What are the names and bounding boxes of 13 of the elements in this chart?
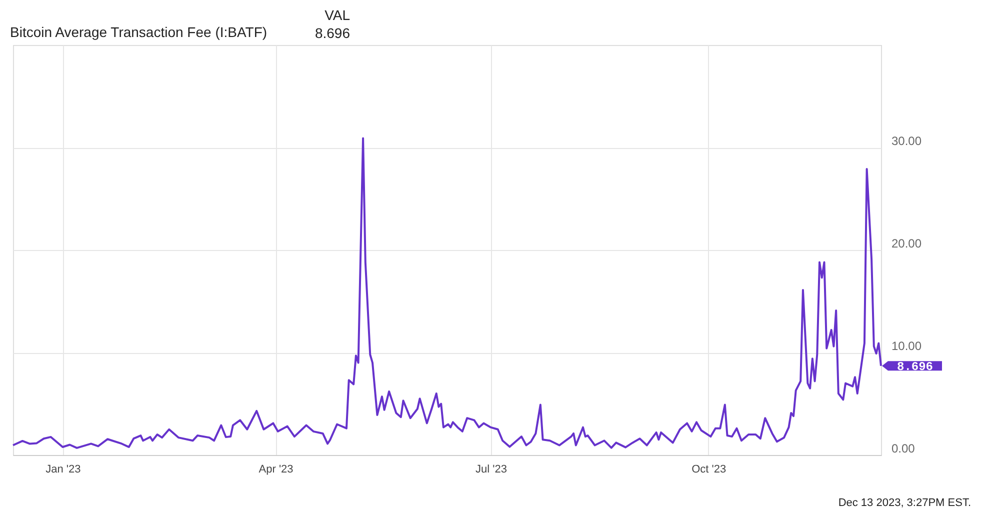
annotation: 8.696: [896, 360, 934, 374]
x-tick-label: Apr '23: [258, 464, 294, 476]
y-tick-label: 0.00: [892, 442, 916, 456]
y-tick-label: 20.00: [892, 236, 922, 250]
x-tick-label: Oct '23: [692, 464, 726, 476]
text: Dec 13 2023, 3:27PM EST.: [838, 497, 971, 509]
x-tick-label: Jul '23: [476, 464, 507, 476]
text: VAL: [324, 6, 350, 24]
text: 8.696: [314, 24, 350, 42]
chart-title: Bitcoin Average Transaction Fee (I:BATF): [10, 24, 268, 40]
x-tick-label: Jan '23: [46, 464, 81, 476]
y-tick-label: 10.00: [892, 339, 922, 353]
y-tick-label: 30.00: [892, 134, 922, 148]
